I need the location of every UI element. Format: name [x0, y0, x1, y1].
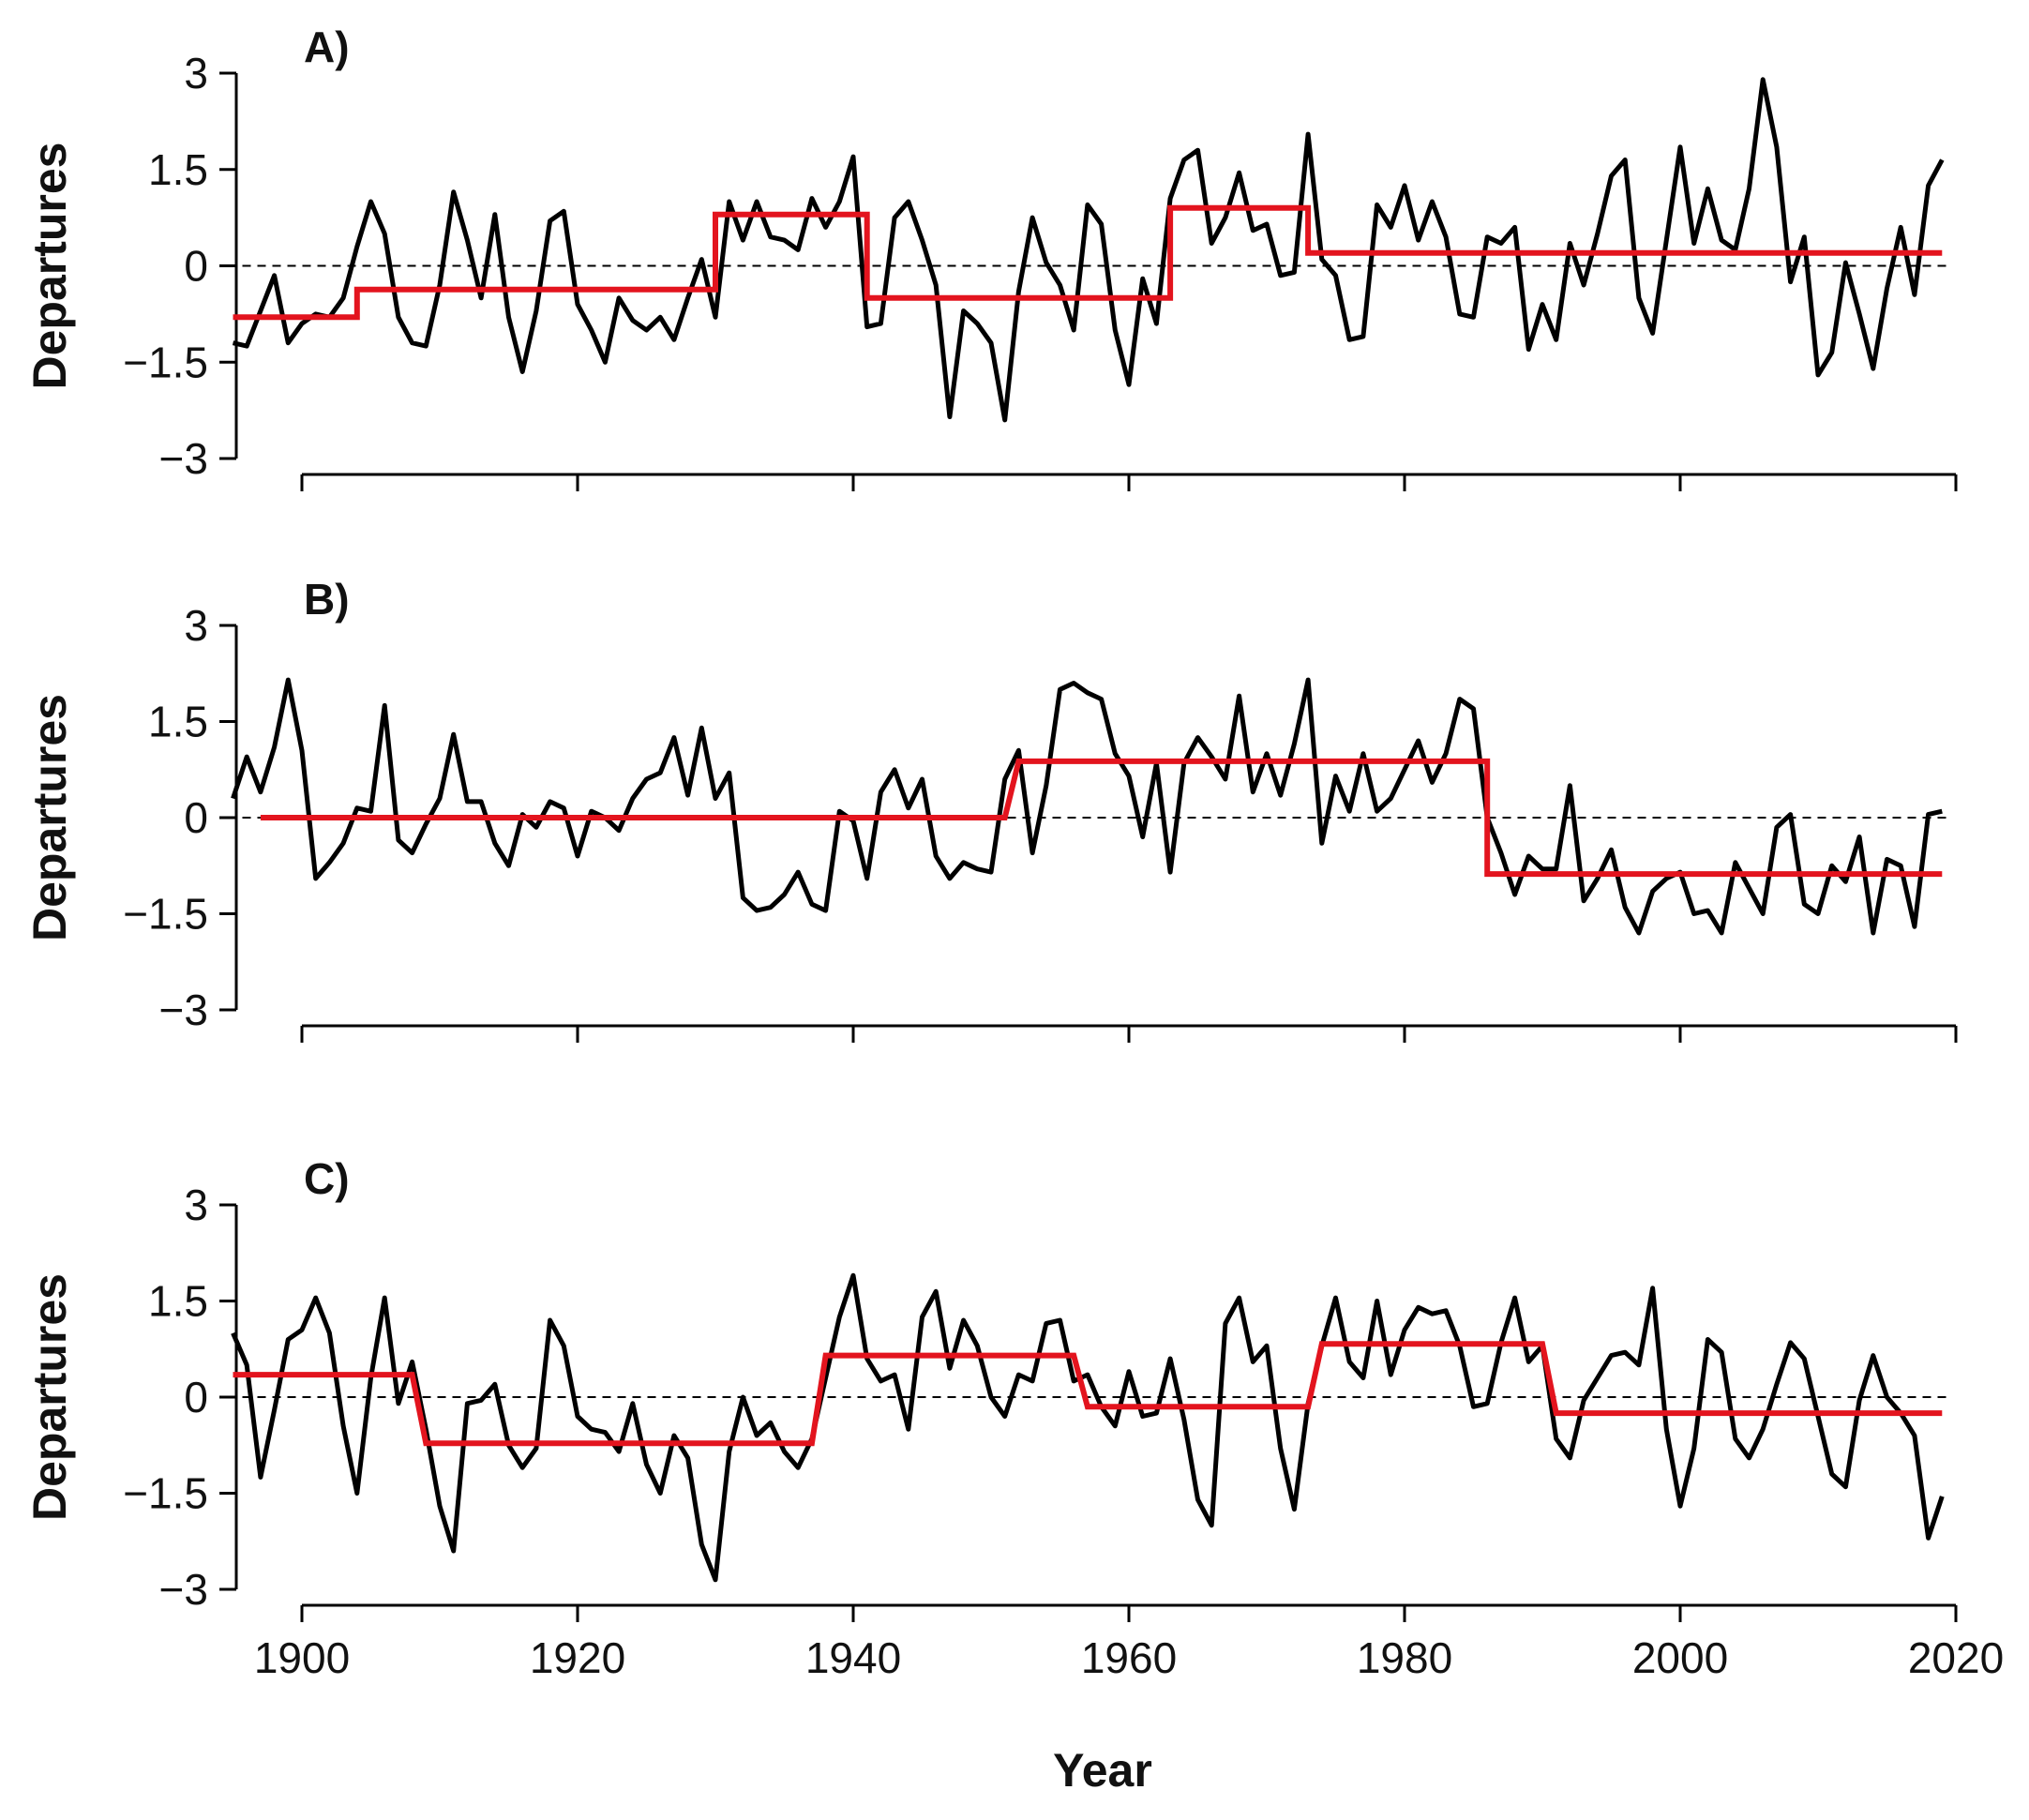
panel-3: C) 3 1.5 0 −1.5 −3 Departures 1900 1920 1940 1960 1… — [23, 1154, 2004, 1682]
y-tick-label: 0 — [184, 242, 208, 291]
y-axis-label: Departures — [23, 143, 76, 390]
panel-label: A) — [304, 23, 350, 71]
y-axis-label: Departures — [23, 1273, 76, 1521]
y-tick-label: 0 — [184, 1373, 208, 1421]
panel-2: B) 3 1.5 0 −1.5 −3 Departures — [23, 575, 1958, 1043]
x-tick-label: 1920 — [530, 1633, 625, 1682]
panel-1: A) 3 1.5 0 −1.5 −3 Departures — [23, 23, 1958, 491]
y-tick-label: −1.5 — [123, 890, 208, 939]
y-tick-label: −3 — [159, 985, 208, 1034]
x-tick-label: 2020 — [1908, 1633, 2004, 1682]
y-tick-label: 3 — [184, 601, 208, 650]
panel-label: B) — [304, 575, 350, 624]
y-tick-label: −1.5 — [123, 1469, 208, 1518]
y-tick-label: −3 — [159, 434, 208, 483]
x-axis-label: Year — [1053, 1744, 1152, 1797]
x-tick-label: 1900 — [254, 1633, 350, 1682]
x-tick-label: 1940 — [805, 1633, 901, 1682]
x-tick-label: 1980 — [1357, 1633, 1452, 1682]
panel-label: C) — [304, 1154, 350, 1203]
y-tick-label: 1.5 — [148, 698, 208, 746]
departures-series-line — [232, 77, 1945, 423]
regime-shift-step-line — [260, 758, 1943, 878]
x-tick-label: 2000 — [1632, 1633, 1728, 1682]
y-axis-label: Departures — [23, 694, 76, 941]
regime-shift-step-line — [233, 204, 1943, 321]
regime-shift-step-line — [233, 1341, 1943, 1447]
y-tick-label: 1.5 — [148, 145, 208, 194]
y-tick-label: 0 — [184, 793, 208, 842]
departures-series-line — [231, 677, 1943, 936]
y-tick-label: 3 — [184, 49, 208, 98]
y-tick-label: −1.5 — [123, 338, 208, 386]
panels: A) 3 1.5 0 −1.5 −3 Departures B) 3 1.5 0 −1.5 −3 Depa… — [23, 23, 2004, 1682]
y-tick-label: −3 — [159, 1565, 208, 1614]
x-tick-label: 1960 — [1081, 1633, 1177, 1682]
departures-series-line — [231, 1272, 1945, 1583]
y-tick-label: 1.5 — [148, 1277, 208, 1326]
y-tick-label: 3 — [184, 1181, 208, 1229]
